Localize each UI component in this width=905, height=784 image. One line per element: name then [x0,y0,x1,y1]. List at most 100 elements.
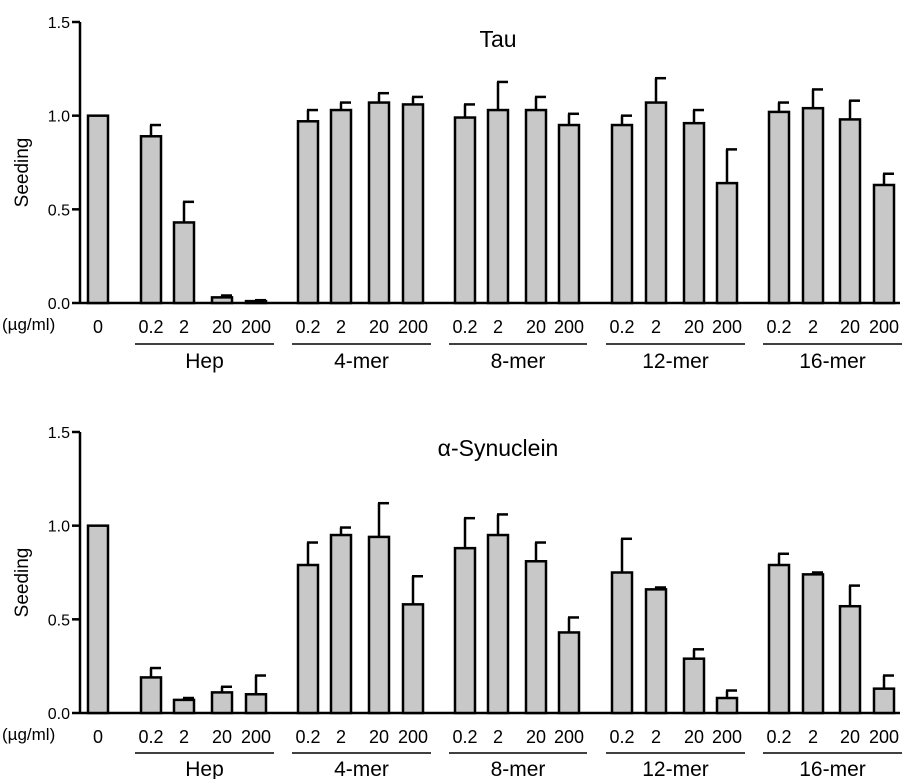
bar [401,103,425,305]
x-tick-label: 20 [212,727,232,747]
x-tick-label: 0.2 [452,317,477,337]
x-tick-label: 20 [212,317,232,337]
bar [524,108,548,305]
group-label: 4-mer [334,350,389,373]
bar [682,121,706,305]
unit-label: (µg/ml) [2,315,55,334]
bar [486,533,510,715]
bar [86,114,110,305]
bar [244,693,268,715]
x-tick-label: 2 [493,727,503,747]
bar [329,533,353,715]
group-label: 16-mer [799,758,866,779]
bar [557,123,581,305]
y-tick-label: 1.0 [48,519,70,536]
group-label: 8-mer [491,758,546,779]
bar [172,698,196,715]
x-tick-label: 0 [93,317,103,337]
x-tick-label: 0.2 [295,317,320,337]
x-tick-label: 0.2 [609,727,634,747]
x-tick-label: 20 [526,317,546,337]
bar [644,588,668,715]
bar [367,101,391,305]
x-tick-label: 2 [651,317,661,337]
y-tick-label: 0.0 [48,296,70,313]
bar [767,110,791,305]
bar [767,563,791,715]
x-tick-label: 0 [93,727,103,747]
x-tick-label: 2 [179,727,189,747]
x-tick-label: 200 [869,727,899,747]
synuclein-panel: α-Synuclein 0.0 0.5 1.0 1.5 Seeding (µg/ml) 0 0.… [2,425,902,781]
group-label: 16-mer [799,350,866,373]
group-label: 12-mer [642,350,709,373]
x-tick-label: 200 [398,727,428,747]
x-tick-label: 2 [179,317,189,337]
x-tick-label: 20 [526,727,546,747]
bar [210,296,234,305]
group-label: Hep [185,758,224,779]
bar [715,181,739,305]
x-tick-label: 2 [336,727,346,747]
bar [296,120,320,305]
bar [872,687,896,715]
x-tick-label: 200 [712,727,742,747]
x-tick-label: 2 [651,727,661,747]
x-tick-label: 2 [808,727,818,747]
x-tick-label: 0.2 [766,317,791,337]
bar [172,221,196,305]
y-tick-label: 1.5 [48,15,70,32]
bar [610,571,634,715]
bar [801,106,825,305]
group-label: Hep [185,350,224,373]
bar [610,123,634,305]
x-tick-label: 200 [554,317,584,337]
x-tick-label: 20 [369,317,389,337]
bar [524,560,548,715]
x-tick-label: 2 [336,317,346,337]
x-tick-label: 200 [241,727,271,747]
y-axis-label: Seeding [12,138,33,208]
x-tick-label: 0.2 [138,317,163,337]
bar [86,524,110,715]
bar [872,183,896,305]
group-label: 8-mer [491,350,546,373]
tau-panel: Tau 0.0 0.5 1.0 1.5 Seeding (µg/ml) 0 0.2 2 20 200 H… [2,15,902,373]
bar [486,108,510,305]
x-tick-label: 200 [398,317,428,337]
bar [139,135,163,305]
bar [838,118,862,305]
y-tick-label: 0.5 [48,202,70,219]
bar [367,535,391,715]
y-axis-label: Seeding [12,548,33,618]
x-tick-label: 20 [840,317,860,337]
bar [210,691,234,715]
chart-title: α-Synuclein [438,435,559,461]
group-label: 4-mer [334,758,389,779]
group-label: 12-mer [642,758,709,779]
y-tick-label: 0.5 [48,612,70,629]
x-tick-label: 200 [241,317,271,337]
x-tick-label: 20 [684,317,704,337]
bar [682,657,706,715]
x-tick-label: 200 [712,317,742,337]
x-tick-label: 0.2 [766,727,791,747]
x-tick-label: 20 [684,727,704,747]
bar [838,604,862,715]
y-tick-label: 0.0 [48,706,70,723]
bar [329,108,353,305]
y-tick-label: 1.0 [48,109,70,126]
x-tick-label: 200 [554,727,584,747]
x-tick-label: 0.2 [138,727,163,747]
x-tick-label: 2 [808,317,818,337]
y-tick-label: 1.5 [48,425,70,442]
bar [644,101,668,305]
bar [139,676,163,715]
bar [453,116,477,305]
bar [715,696,739,715]
bar [401,603,425,715]
x-tick-label: 2 [493,317,503,337]
x-tick-label: 20 [369,727,389,747]
